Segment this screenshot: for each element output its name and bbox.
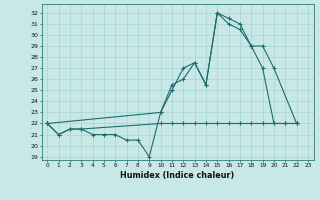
- X-axis label: Humidex (Indice chaleur): Humidex (Indice chaleur): [120, 171, 235, 180]
